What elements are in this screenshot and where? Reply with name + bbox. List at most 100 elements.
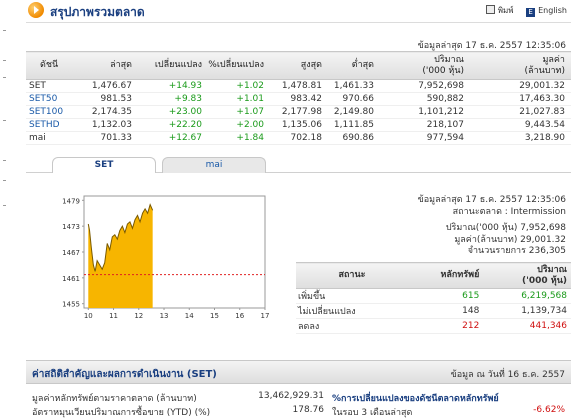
info-trades: จำนวนรายการ 236,305 (467, 246, 566, 257)
status-row: ไม่เปลี่ยนแปลง 148 1,139,734 (296, 303, 571, 319)
table-row: SET 1,476.67 +14.93 +1.02 1,478.81 1,461.33 7,… (26, 79, 571, 93)
intraday-chart-svg: 1455 1461 1467 1473 1479 10 11 12 13 14 15 16 17 (62, 195, 270, 320)
market-info: ข้อมูลล่าสุด 17 ธ.ค. 2557 12:35:06 สถานะ… (418, 195, 566, 258)
advance-decline-table: สถานะ หลักทรัพย์ ปริมาณ ('000 หุ้น) เพิ่มข… (296, 262, 571, 334)
kpi-3m-value: -6.62% (533, 405, 565, 415)
cell-low: 1,111.85 (328, 118, 380, 132)
cell-val: 21,027.83 (470, 105, 571, 119)
cell-last: 1,476.67 (78, 79, 138, 93)
kpi-index-change-label: %การเปลี่ยนแปลงของดัชนีตลาดหลักทรัพย์ (332, 394, 499, 404)
cell-low: 1,461.33 (328, 79, 380, 93)
index-tabs: SET mai (26, 155, 571, 173)
cell-name[interactable]: SET50 (26, 92, 78, 106)
status-cell-vol: 441,346 (483, 318, 571, 334)
y-tick-label: 1467 (62, 249, 80, 257)
x-tick-label: 12 (134, 312, 143, 320)
cell-vol: 7,952,698 (380, 79, 470, 93)
header-divider (26, 22, 571, 23)
cell-chg: +23.00 (138, 105, 208, 119)
y-tick-label: 1455 (62, 301, 80, 309)
cell-name[interactable]: SET100 (26, 105, 78, 119)
column-header-vol: ปริมาณ ('000 หุ้น) (380, 51, 470, 80)
cell-val: 3,218.90 (470, 131, 571, 145)
status-row: เพิ่มขึ้น 615 6,219,568 (296, 288, 571, 304)
status-cell-vol: 1,139,734 (483, 303, 571, 319)
cell-high: 2,177.98 (270, 105, 328, 119)
print-label: พิมพ์ (497, 6, 514, 15)
y-tick-label: 1479 (62, 197, 80, 205)
cell-val: 17,463.30 (470, 92, 571, 106)
cell-low: 690.86 (328, 131, 380, 145)
column-header-name: ดัชนี (26, 51, 78, 80)
cell-high: 1,478.81 (270, 79, 328, 93)
status-header-2: ปริมาณ ('000 หุ้น) (483, 262, 571, 289)
cell-pct: +1.02 (208, 79, 270, 93)
header-links: พิมพ์ E English (485, 4, 567, 17)
kpi-market-cap-value: 13,462,929.31 (258, 391, 324, 401)
x-tick-label: 10 (84, 312, 93, 320)
kpi-title: ค่าสถิติสำคัญและผลการดำเนินงาน (SET) (32, 369, 217, 380)
cell-name: mai (26, 131, 78, 145)
play-circle-icon (28, 2, 44, 18)
page-header: สรุปภาพรวมตลาด พิมพ์ E English (26, 0, 571, 22)
cell-low: 2,149.80 (328, 105, 380, 119)
print-link[interactable]: พิมพ์ (485, 5, 514, 15)
cell-pct: +1.07 (208, 105, 270, 119)
kpi-row-1: มูลค่าหลักทรัพย์ตามราคาตลาด (ล้านบาท) 13… (26, 391, 571, 405)
cell-vol: 590,882 (380, 92, 470, 106)
column-header-val: มูลค่า (ล้านบาท) (470, 51, 571, 80)
column-header-pct: %เปลี่ยนแปลง (208, 51, 270, 80)
cell-high: 702.18 (270, 131, 328, 145)
table-row: mai 701.33 +12.67 +1.84 702.18 690.86 977,594 3… (26, 131, 571, 145)
status-cell-name: เพิ่มขึ้น (296, 288, 408, 304)
column-header-last: ล่าสุด (78, 51, 138, 80)
kpi-3m-label: ในรอบ 3 เดือนล่าสุด (332, 408, 413, 418)
status-row: ลดลง 212 441,346 (296, 318, 571, 334)
info-volume: ปริมาณ('000 หุ้น) 7,952,698 (445, 223, 566, 234)
status-cell-count: 615 (407, 288, 484, 304)
area-fill (88, 204, 153, 308)
page-title: สรุปภาพรวมตลาด (50, 5, 145, 19)
cell-chg: +14.93 (138, 79, 208, 93)
tab-mai[interactable]: mai (162, 157, 266, 173)
price-line (87, 203, 154, 272)
last-updated: ข้อมูลล่าสุด 17 ธ.ค. 2557 12:35:06 (417, 41, 566, 51)
status-cell-vol: 6,219,568 (483, 288, 571, 304)
table-row: SET50 981.53 +9.83 +1.01 983.42 970.66 590,882… (26, 92, 571, 106)
cell-vol: 218,107 (380, 118, 470, 132)
english-link[interactable]: E English (526, 6, 567, 17)
cell-chg: +12.67 (138, 131, 208, 145)
kpi-turnover-value: 178.76 (292, 405, 325, 415)
kpi-date: ข้อมูล ณ วันที่ 16 ธ.ค. 2557 (450, 370, 565, 380)
market-summary-table: ดัชนี ล่าสุด เปลี่ยนแปลง %เปลี่ยนแปลง สูงสุด… (26, 51, 571, 145)
column-header-low: ต่ำสุด (328, 51, 380, 80)
status-header-0: สถานะ (296, 262, 408, 289)
tab-set[interactable]: SET (52, 157, 156, 173)
kpi-market-cap-label: มูลค่าหลักทรัพย์ตามราคาตลาด (ล้านบาท) (32, 394, 197, 404)
cell-name: SET (26, 79, 78, 93)
printer-icon (485, 5, 495, 14)
cell-last: 2,174.35 (78, 105, 138, 119)
cell-high: 1,135.06 (270, 118, 328, 132)
cell-last: 981.53 (78, 92, 138, 106)
intraday-chart: 1455 1461 1467 1473 1479 10 11 12 13 14 15 16 17 (50, 190, 275, 326)
cell-val: 29,001.32 (470, 79, 571, 93)
cell-pct: +1.84 (208, 131, 270, 145)
status-header-1: หลักทรัพย์ (407, 262, 484, 289)
status-cell-count: 148 (407, 303, 484, 319)
cell-chg: +22.20 (138, 118, 208, 132)
cell-val: 9,443.54 (470, 118, 571, 132)
cell-pct: +2.00 (208, 118, 270, 132)
cell-name[interactable]: SETHD (26, 118, 78, 132)
cell-pct: +1.01 (208, 92, 270, 106)
kpi-header: ค่าสถิติสำคัญและผลการดำเนินงาน (SET) ข้อ… (26, 360, 571, 384)
english-label: English (538, 6, 567, 15)
x-tick-label: 17 (261, 312, 270, 320)
table-row: SETHD 1,132.03 +22.20 +2.00 1,135.06 1,111.85… (26, 118, 571, 132)
y-tick-label: 1473 (62, 223, 80, 231)
cell-last: 1,132.03 (78, 118, 138, 132)
cell-vol: 977,594 (380, 131, 470, 145)
x-tick-label: 14 (185, 312, 194, 320)
column-header-chg: เปลี่ยนแปลง (138, 51, 208, 80)
left-edge-dots (0, 0, 14, 420)
